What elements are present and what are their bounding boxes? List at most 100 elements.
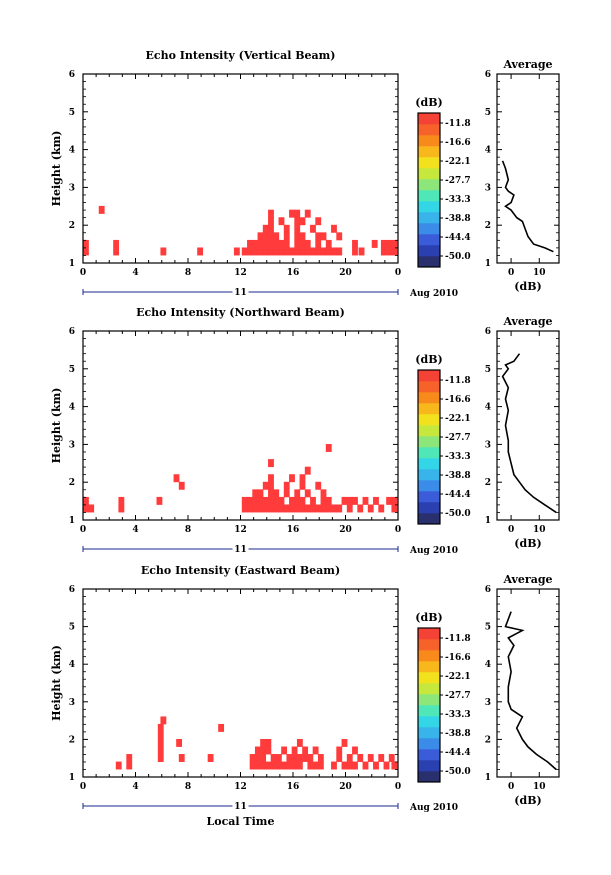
colorbar-label: -38.8	[445, 729, 471, 739]
colorbar-label: -44.4	[445, 748, 471, 758]
colorbar-segment	[418, 381, 440, 393]
profile-y-tick-label: 2	[485, 221, 491, 231]
colorbar-segment	[418, 705, 440, 717]
echo-cell	[268, 247, 274, 256]
x-tick-label: 12	[234, 782, 247, 792]
colorbar-segment	[418, 370, 440, 382]
echo-cell	[294, 489, 301, 498]
panel-2: Echo Intensity (Northward Beam)123456Hei…	[50, 306, 560, 556]
echo-cell	[265, 739, 272, 747]
x-tick-label: 8	[185, 525, 191, 535]
colorbar-segment	[418, 392, 440, 404]
echo-cell	[299, 496, 306, 505]
echo-cell	[160, 247, 167, 256]
profile-line	[501, 160, 554, 253]
echo-cell	[289, 247, 295, 256]
echo-cell	[273, 247, 280, 256]
echo-cell	[362, 761, 369, 770]
echo-cell	[160, 716, 167, 725]
colorbar-segment	[418, 234, 440, 246]
echo-cell	[291, 761, 298, 770]
echo-cell	[281, 761, 288, 770]
echo-cell	[317, 754, 324, 762]
x-tick-label: 0	[80, 782, 86, 792]
colorbar-segment	[418, 760, 440, 772]
echo-cell	[320, 247, 327, 256]
y-tick-label: 6	[69, 585, 75, 595]
x-tick-label: 0	[80, 268, 86, 278]
echo-cell	[257, 247, 264, 256]
echo-cell	[312, 761, 319, 770]
echo-cell	[270, 754, 277, 762]
echo-cell	[241, 247, 248, 256]
echo-cell	[386, 247, 393, 256]
echo-cell	[315, 217, 322, 226]
profile-line	[504, 611, 557, 771]
echo-cell	[299, 504, 306, 513]
date-label: 11	[234, 545, 247, 555]
echo-cell	[241, 504, 248, 513]
colorbar-segment	[418, 190, 440, 202]
echo-cell	[278, 504, 285, 513]
echo-cell	[325, 239, 332, 248]
echo-cell	[386, 239, 393, 248]
echo-cell	[336, 232, 343, 241]
echo-cell	[83, 247, 89, 256]
echo-cell	[291, 746, 298, 755]
colorbar-segment	[418, 749, 440, 761]
x-tick-label: 0	[80, 525, 86, 535]
colorbar-label: -50.0	[445, 509, 471, 519]
echo-cell	[325, 504, 332, 513]
echo-cell	[315, 504, 322, 513]
echo-cell	[157, 731, 164, 740]
echo-cell	[249, 761, 256, 770]
echo-cell	[294, 217, 301, 226]
y-axis-label: Height (km)	[50, 388, 63, 464]
y-tick-label: 2	[69, 478, 75, 488]
echo-cell	[317, 761, 324, 770]
profile-y-tick-label: 3	[485, 698, 491, 708]
echo-cell	[352, 496, 358, 505]
profile-y-tick-label: 5	[485, 623, 491, 633]
echo-cell	[126, 754, 133, 762]
y-axis-label: Height (km)	[50, 131, 63, 207]
colorbar-segment	[418, 201, 440, 213]
echo-cell	[304, 209, 311, 218]
echo-cell	[325, 247, 332, 256]
echo-cell	[294, 232, 301, 241]
echo-cell	[304, 247, 311, 256]
colorbar-frame	[417, 112, 441, 268]
y-tick-label: 1	[69, 773, 75, 783]
echo-cell	[115, 761, 122, 770]
echo-cell	[373, 761, 379, 770]
y-tick-label: 5	[69, 108, 75, 118]
profile-x-tick-label: 0	[508, 525, 514, 535]
echo-cell	[386, 496, 393, 505]
profile-x-tick-label: 0	[508, 268, 514, 278]
x-tick-label: 0	[395, 782, 401, 792]
colorbar-segment	[418, 124, 440, 136]
profile-x-tick-label: 10	[533, 268, 546, 278]
colorbar-label: -16.6	[445, 138, 471, 148]
colorbar-segment	[418, 639, 440, 651]
echo-cell	[252, 489, 259, 498]
echo-cell	[289, 504, 295, 513]
echo-cell	[268, 239, 274, 248]
colorbar-label: -33.3	[445, 452, 471, 462]
y-tick-label: 6	[69, 327, 75, 337]
echo-cell	[341, 761, 348, 770]
echo-cell	[278, 496, 285, 505]
echo-cell	[268, 481, 274, 490]
echo-cell	[178, 754, 185, 762]
echo-cell	[289, 209, 295, 218]
y-tick-label: 3	[69, 698, 75, 708]
colorbar-label: -33.3	[445, 710, 471, 720]
colorbar-segment	[418, 256, 440, 268]
echo-cell	[378, 754, 385, 762]
echo-cell	[283, 239, 290, 248]
colorbar-label: -44.4	[445, 233, 471, 243]
echo-cell	[357, 504, 364, 513]
echo-cell	[294, 496, 301, 505]
colorbar-segment	[418, 469, 440, 481]
echo-cell	[98, 205, 105, 214]
